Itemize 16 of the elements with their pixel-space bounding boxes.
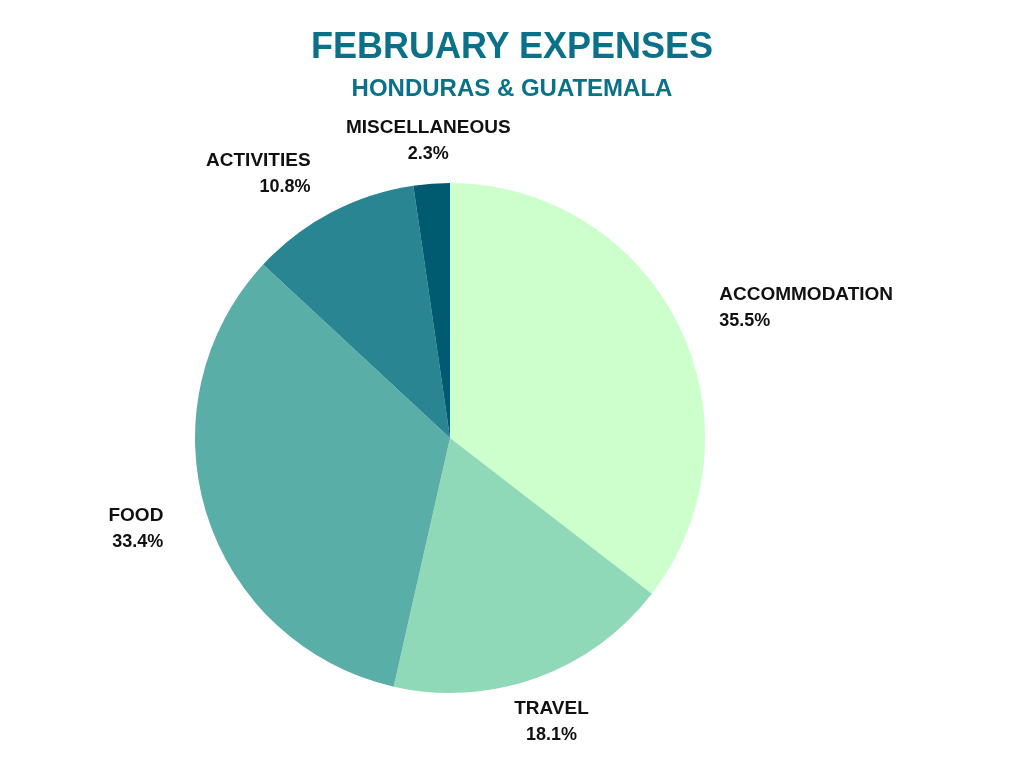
slice-label: TRAVEL	[514, 697, 590, 719]
slice-label: ACTIVITIES	[206, 149, 311, 171]
pie-slice	[195, 264, 450, 687]
data-label: 35.5%	[719, 309, 771, 330]
data-label: 2.3%	[407, 142, 449, 163]
data-label: 10.8%	[259, 176, 311, 197]
pie-slice	[393, 438, 652, 693]
pie-slice	[413, 183, 450, 438]
slice-label: MISCELLANEOUS	[346, 115, 511, 137]
pie-slice	[450, 183, 705, 594]
chart-subtitle: HONDURAS & GUATEMALA	[351, 74, 673, 101]
slice-label: FOOD	[108, 503, 164, 525]
data-label: 18.1%	[526, 724, 578, 745]
data-label: 33.4%	[112, 530, 164, 551]
chart-title: FEBRUARY EXPENSES	[310, 25, 714, 66]
slice-label: ACCOMMODATION	[719, 282, 894, 304]
